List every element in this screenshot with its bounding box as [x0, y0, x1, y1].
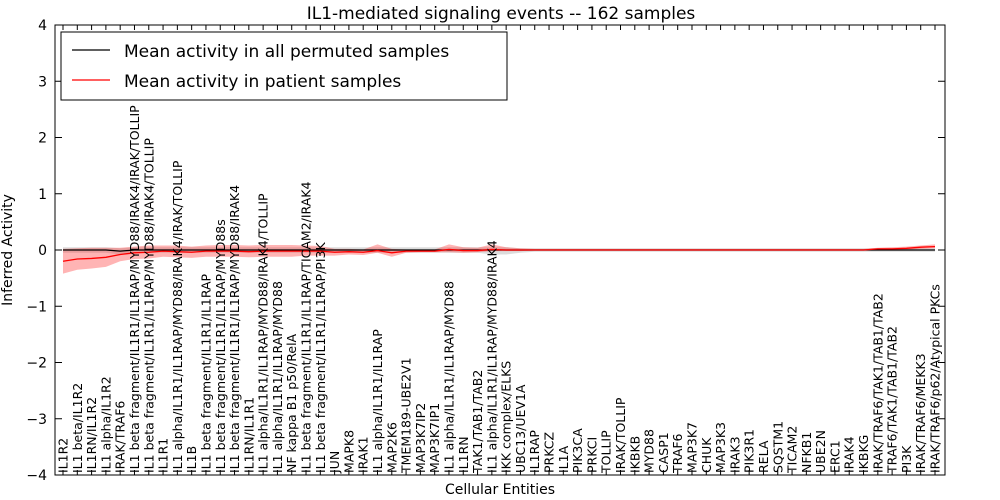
- x-tick-label: IRAK/TRAF6: [113, 401, 128, 473]
- x-tick-label: IL1 beta fragment/IL1R1/IL1RAP/TICAM2/IR…: [299, 182, 314, 473]
- x-tick-label: IL1 alpha/IL1R1/IL1RAP/MYD88/IRAK4/IRAK/…: [170, 160, 185, 473]
- x-tick-label: IRAK1: [356, 436, 371, 473]
- series-lines: [62, 245, 936, 262]
- x-tick-label: PIK3R1: [742, 429, 757, 473]
- plot-frame: [54, 24, 946, 476]
- x-tick-label: IL1A: [556, 445, 571, 473]
- x-tick-label: TRAF6/TAK1/TAB1/TAB2: [885, 326, 900, 474]
- x-tick-label: PIK3CA: [570, 428, 585, 473]
- x-tick-label: IRAK/TRAF6/TAK1/TAB1/TAB2: [870, 293, 885, 473]
- x-tick-label: IL1 beta/IL1R2: [70, 383, 85, 473]
- x-tick-label: RELA: [756, 440, 771, 473]
- x-tick-label: IL1 beta fragment/IL1R1/IL1RAP/MYD88s: [213, 219, 228, 473]
- x-tick-label: MAP3K7: [684, 422, 699, 473]
- x-tick-label: JUN: [327, 451, 342, 474]
- x-tick-label: IL1 alpha/IL1R1/IL1RAP/MYD88: [270, 281, 285, 473]
- x-tick-label: TOLLIP: [599, 430, 614, 474]
- x-tick-label: IL1RN/IL1R2: [84, 397, 99, 473]
- legend-label-patient: Mean activity in patient samples: [124, 72, 401, 92]
- x-tick-label: IL1 beta fragment/IL1R1/IL1RAP/MYD88/IRA…: [141, 138, 156, 473]
- x-tick-label: IL1RAP: [527, 430, 542, 473]
- y-tick-label: −4: [26, 468, 47, 484]
- x-tick-label: IL1RN/IL1R1: [241, 397, 256, 473]
- x-tick-label: IL1 beta fragment/IL1R1/IL1RAP/MYD88/IRA…: [227, 185, 242, 473]
- x-tick-label: IRAK3: [727, 436, 742, 473]
- x-tick-label: CHUK: [699, 437, 714, 473]
- x-axis-ticks: IL1R2 IL1 beta/IL1R2 IL1RN/IL1R2 IL1 alpha/…: [56, 25, 943, 475]
- legend: Mean activity in all permuted samples Me…: [60, 31, 508, 101]
- x-tick-label: UBC13/UEV1A: [513, 384, 528, 473]
- x-tick-label: MAP3K7IP2: [413, 403, 428, 473]
- x-tick-label: TAK1/TAB1/TAB2: [470, 370, 485, 474]
- x-tick-label: MYD88: [642, 429, 657, 473]
- x-tick-label: IKBKG: [856, 435, 871, 473]
- x-tick-label: MAP3K7IP1: [427, 403, 442, 473]
- chart-title: IL1-mediated signaling events -- 162 sam…: [307, 4, 696, 24]
- x-tick-label: PRKCI: [584, 437, 599, 473]
- x-tick-label: TRAF6: [670, 433, 685, 474]
- x-tick-label: PI3K: [899, 445, 914, 473]
- x-tick-label: IL1R1: [156, 438, 171, 473]
- x-tick-label: IL1B: [184, 446, 199, 473]
- legend-label-permuted: Mean activity in all permuted samples: [124, 42, 449, 62]
- x-tick-label: MAPK8: [341, 430, 356, 473]
- x-tick-label: PRKCZ: [542, 432, 557, 473]
- x-tick-label: IRAK/TRAF6/MEKK3: [913, 353, 928, 473]
- x-tick-label: TMEM189-UBE2V1: [399, 357, 414, 474]
- y-tick-label: −1: [26, 299, 47, 315]
- x-tick-label: IKBKB: [627, 436, 642, 473]
- x-tick-label: IL1 alpha/IL1R1/IL1RAP: [370, 329, 385, 473]
- x-tick-label: IL1 beta fragment/IL1R1/IL1RAP: [198, 273, 213, 473]
- x-tick-label: IL1 alpha/IL1R1/IL1RAP/MYD88/IRAK4/TOLLI…: [256, 193, 271, 473]
- x-tick-label: ERC1: [827, 440, 842, 473]
- y-tick-label: 3: [38, 74, 47, 90]
- x-tick-label: IRAK4: [842, 436, 857, 473]
- x-tick-label: TICAM2: [785, 426, 800, 474]
- y-tick-label: −3: [26, 412, 47, 428]
- x-tick-label: MAP2K6: [384, 422, 399, 473]
- x-tick-label: IL1 beta fragment/IL1R1/IL1RAP/PI3K: [313, 242, 328, 473]
- y-axis-label: Inferred Activity: [0, 194, 16, 306]
- x-tick-label: IL1R2: [56, 438, 71, 473]
- x-axis-label: Cellular Entities: [445, 482, 555, 498]
- x-tick-label: IKK complex/ELKS: [499, 361, 514, 473]
- x-tick-label: MAP3K3: [713, 422, 728, 473]
- y-tick-label: 0: [38, 243, 47, 259]
- legend-box: [60, 31, 508, 101]
- x-tick-label: UBE2N: [813, 430, 828, 473]
- x-tick-label: NF kappa B1 p50/RelA: [284, 333, 299, 473]
- y-tick-label: 4: [38, 18, 47, 34]
- y-axis-ticks: −4 −3 −2 −1 0 1 2 3 4: [26, 18, 945, 484]
- x-tick-label: SQSTM1: [770, 421, 785, 473]
- x-tick-label: IRAK/TRAF6/p62/Atypical PKCs: [928, 284, 943, 473]
- x-tick-label: IL1 alpha/IL1R1/IL1RAP/MYD88/IRAK4: [484, 240, 499, 473]
- y-tick-label: 2: [38, 131, 47, 147]
- x-tick-label: CASP1: [656, 432, 671, 473]
- x-tick-label: IL1 beta fragment/IL1R1/IL1RAP/MYD88/IRA…: [127, 105, 142, 473]
- x-tick-label: NFKB1: [799, 432, 814, 473]
- x-tick-label: IL1 alpha/IL1R1/IL1RAP/MYD88: [441, 281, 456, 473]
- series-line-patient: [62, 245, 936, 262]
- confidence-band-permuted: [63, 247, 935, 255]
- x-tick-label: IRAK/TOLLIP: [613, 397, 628, 473]
- y-tick-label: 1: [38, 187, 47, 203]
- x-tick-label: IL1RN: [456, 436, 471, 473]
- x-tick-label: IL1 alpha/IL1R2: [98, 376, 113, 473]
- y-tick-label: −2: [26, 356, 47, 372]
